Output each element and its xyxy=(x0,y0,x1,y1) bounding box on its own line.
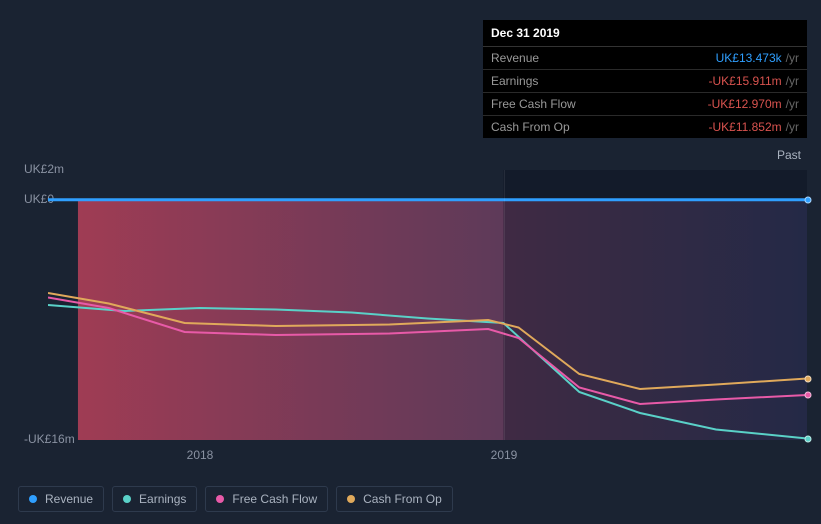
tooltip-row: Free Cash Flow-UK£12.970m/yr xyxy=(483,93,807,116)
tooltip-row: Earnings-UK£15.911m/yr xyxy=(483,70,807,93)
tooltip-row-label: Earnings xyxy=(491,74,709,88)
tooltip-row-unit: /yr xyxy=(786,51,799,65)
legend-dot-icon xyxy=(216,495,224,503)
tooltip-row-value: -UK£11.852m xyxy=(709,120,782,134)
x-axis-tick: 2019 xyxy=(491,448,518,462)
tooltip-rows: RevenueUK£13.473k/yrEarnings-UK£15.911m/… xyxy=(483,47,807,138)
tooltip-row-unit: /yr xyxy=(786,74,799,88)
tooltip-date: Dec 31 2019 xyxy=(483,20,807,47)
legend-item-label: Revenue xyxy=(45,492,93,506)
legend: Revenue Earnings Free Cash Flow Cash From O… xyxy=(18,486,453,512)
chart-plot xyxy=(48,170,807,440)
tooltip-row-value: UK£13.473k xyxy=(716,51,782,65)
tooltip-row-label: Cash From Op xyxy=(491,120,709,134)
legend-item-fcf[interactable]: Free Cash Flow xyxy=(205,486,328,512)
legend-item-label: Earnings xyxy=(139,492,186,506)
legend-dot-icon xyxy=(29,495,37,503)
legend-item-revenue[interactable]: Revenue xyxy=(18,486,104,512)
tooltip-row: Cash From Op-UK£11.852m/yr xyxy=(483,116,807,138)
x-axis-tick: 2018 xyxy=(187,448,214,462)
tooltip-row-unit: /yr xyxy=(786,97,799,111)
tooltip-row: RevenueUK£13.473k/yr xyxy=(483,47,807,70)
tooltip-row-label: Free Cash Flow xyxy=(491,97,708,111)
tooltip-panel: Dec 31 2019 RevenueUK£13.473k/yrEarnings… xyxy=(483,20,807,138)
tooltip-row-unit: /yr xyxy=(786,120,799,134)
legend-dot-icon xyxy=(123,495,131,503)
legend-item-label: Cash From Op xyxy=(363,492,442,506)
tooltip-row-value: -UK£15.911m xyxy=(709,74,782,88)
tooltip-row-value: -UK£12.970m xyxy=(708,97,782,111)
legend-item-cfo[interactable]: Cash From Op xyxy=(336,486,453,512)
tooltip-row-label: Revenue xyxy=(491,51,716,65)
legend-item-earnings[interactable]: Earnings xyxy=(112,486,197,512)
chart-area: UK£2mUK£0-UK£16m 20182019 xyxy=(18,120,807,470)
legend-item-label: Free Cash Flow xyxy=(232,492,317,506)
legend-dot-icon xyxy=(347,495,355,503)
